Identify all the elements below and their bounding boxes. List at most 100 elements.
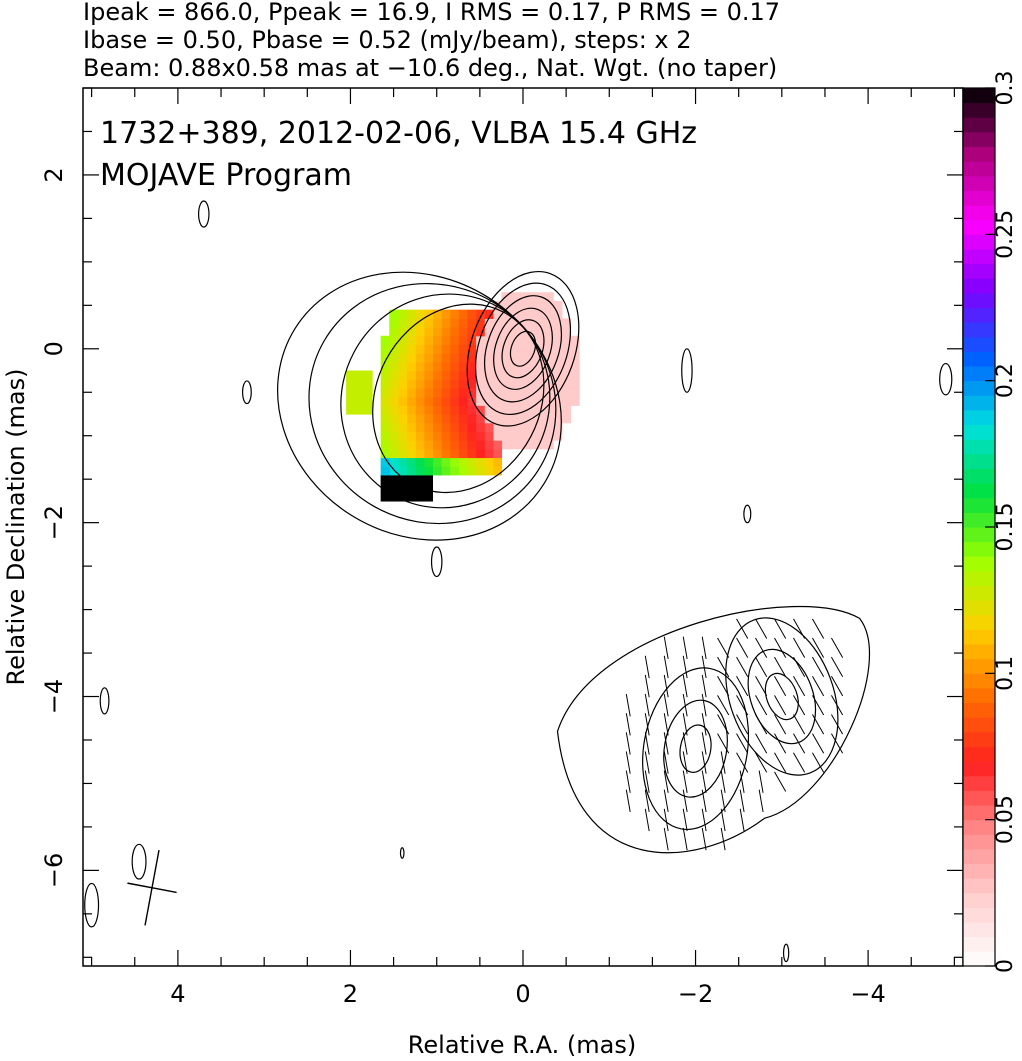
pol-pixel (423, 387, 434, 398)
pol-pixel (432, 431, 442, 441)
pol-pixel (510, 327, 520, 337)
pol-pixel (501, 387, 511, 398)
pol-pixel (458, 413, 468, 424)
pol-pixel (518, 431, 528, 441)
colorbar-swatch (963, 644, 995, 660)
colorbar-swatch (963, 205, 995, 221)
pol-pixel (570, 379, 580, 389)
pol-pixel (553, 370, 563, 380)
pol-pixel (397, 387, 408, 398)
pol-pixel (415, 327, 425, 337)
pol-pixel (380, 405, 390, 415)
pol-pixel (415, 344, 425, 354)
pol-pixel (561, 370, 572, 380)
contour (198, 200, 210, 228)
pol-pixel (423, 448, 434, 459)
evpa-tick (625, 770, 631, 793)
evpa-tick (774, 771, 787, 792)
evpa-tick (663, 693, 669, 717)
pol-pixel (475, 405, 485, 415)
pol-pixel (492, 327, 503, 337)
evpa-tick (736, 752, 749, 773)
evpa-tick (701, 770, 707, 793)
pol-pixel (432, 440, 442, 450)
pol-pixel (484, 353, 494, 363)
colorbar-swatch (963, 248, 995, 265)
pol-pixel (441, 361, 451, 372)
contour (725, 617, 839, 776)
pol-pixel (380, 431, 390, 441)
evpa-tick (663, 655, 669, 679)
pol-pixel (415, 361, 425, 372)
pol-pixel (380, 379, 390, 389)
contour (642, 667, 750, 831)
pol-pixel (553, 344, 563, 354)
pol-pixel (570, 344, 580, 354)
pol-pixel (510, 370, 520, 380)
pol-pixel (518, 379, 528, 389)
intensity-contours (84, 200, 953, 963)
pol-pixel (423, 335, 434, 346)
pol-pixel (527, 300, 537, 311)
pol-pixel (415, 457, 425, 467)
pol-pixel (406, 370, 416, 380)
contour (430, 546, 443, 578)
pol-pixel (553, 335, 563, 346)
evpa-tick (736, 676, 749, 697)
pol-pixel (380, 370, 390, 380)
pol-pixel (380, 474, 390, 485)
pol-pixel (458, 431, 468, 441)
pol-pixel (492, 387, 503, 398)
pol-pixel (535, 379, 546, 389)
colorbar-swatch (963, 951, 995, 967)
contour (764, 672, 799, 721)
pol-pixel (570, 396, 580, 406)
pol-pixel (475, 448, 485, 459)
pol-pixel (380, 422, 390, 432)
evpa-tick (739, 789, 745, 813)
pol-pixel (415, 492, 425, 502)
pol-pixel (432, 335, 442, 346)
contour (372, 303, 545, 494)
chart-subtitle: MOJAVE Program (100, 158, 352, 193)
pol-pixel (449, 344, 459, 354)
pol-pixel (553, 405, 563, 415)
pol-pixel (389, 370, 399, 380)
pol-pixel (441, 457, 451, 467)
pol-pixel (527, 405, 537, 415)
evpa-tick (644, 789, 650, 813)
colorbar-swatch (963, 761, 995, 777)
pol-pixel (466, 448, 477, 459)
pol-pixel (501, 344, 511, 354)
pol-pixel (389, 457, 399, 467)
evpa-tick (625, 713, 631, 736)
pol-pixel (432, 457, 442, 467)
colorbar-swatch (963, 366, 995, 382)
evpa-tick (701, 713, 707, 736)
pol-pixel (484, 431, 494, 441)
pol-pixel (570, 335, 580, 346)
pol-pixel (449, 457, 459, 467)
pol-pixel (458, 309, 468, 319)
pol-pixel (449, 335, 459, 346)
pol-pixel (492, 448, 503, 459)
pol-pixel (466, 387, 477, 398)
pol-pixel (466, 379, 477, 389)
contour (277, 271, 562, 541)
pol-pixel (466, 396, 477, 406)
pol-pixel (354, 379, 364, 389)
pol-pixel (449, 440, 459, 450)
pol-pixel (501, 379, 511, 389)
evpa-tick (812, 733, 825, 754)
pol-pixel (441, 422, 451, 432)
pol-pixel (380, 492, 390, 502)
evpa-tick (812, 714, 825, 735)
pol-pixel (397, 309, 408, 319)
pol-pixel (553, 431, 563, 441)
colorbar-swatch (963, 585, 995, 601)
pol-pixel (466, 370, 477, 380)
pol-pixel (397, 474, 408, 485)
pol-pixel (484, 440, 494, 450)
evpa-tick (739, 808, 745, 832)
